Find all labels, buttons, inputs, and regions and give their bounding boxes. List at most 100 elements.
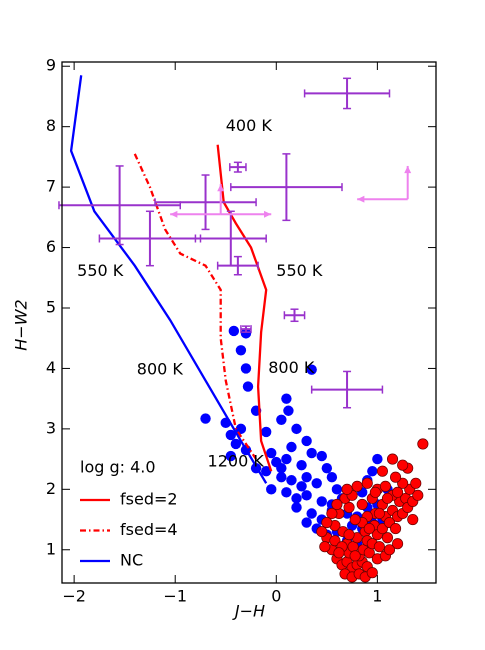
x-tick-label: −1 (163, 587, 187, 606)
x-tick-label: 0 (271, 587, 281, 606)
point (316, 450, 327, 462)
y-tick-label: 9 (46, 56, 56, 75)
point (417, 438, 429, 450)
point (363, 523, 375, 535)
point (367, 465, 378, 477)
point (242, 381, 254, 392)
point (369, 486, 381, 498)
point (373, 507, 385, 520)
y-tick-label: 4 (46, 358, 56, 377)
arrow-head (170, 210, 178, 218)
point (281, 487, 292, 498)
point (240, 328, 252, 339)
point (376, 523, 388, 535)
point (392, 538, 404, 550)
point (296, 459, 307, 471)
point (326, 472, 338, 483)
model-line (69, 75, 268, 484)
point (260, 465, 272, 477)
point (291, 423, 302, 435)
legend-label: fsed=4 (120, 520, 178, 539)
point (381, 532, 394, 544)
point (301, 472, 312, 483)
model-line (133, 153, 258, 460)
arrow-head (357, 195, 365, 203)
point (379, 480, 392, 492)
point (306, 508, 317, 519)
point (361, 477, 373, 489)
point (319, 541, 331, 553)
plot-frame (61, 61, 437, 584)
point (276, 462, 287, 474)
point (331, 498, 343, 510)
point (349, 550, 361, 562)
point (407, 513, 419, 526)
point (326, 507, 338, 520)
point (291, 502, 302, 513)
legend-label: fsed=2 (120, 490, 178, 509)
point (356, 498, 368, 510)
point (343, 501, 355, 513)
point (301, 517, 312, 528)
x-axis-label: J−H (232, 602, 265, 621)
point (301, 435, 312, 447)
annotation: 800 K (268, 358, 315, 377)
annotation: 550 K (276, 261, 323, 280)
point (351, 480, 363, 492)
arrow-head (217, 184, 225, 192)
point (343, 529, 355, 541)
y-tick-label: 1 (46, 539, 56, 558)
annotation: 1200 K (208, 452, 265, 471)
arrow-head (264, 210, 272, 218)
point (225, 429, 237, 441)
point (306, 364, 317, 375)
x-tick-label: 1 (372, 587, 382, 606)
point (301, 490, 312, 501)
y-axis-label: H−W2 (12, 299, 31, 350)
point (200, 413, 211, 424)
point (373, 541, 385, 553)
point (383, 544, 396, 556)
point (281, 453, 292, 465)
point (291, 493, 302, 504)
point (286, 441, 297, 453)
y-tick-label: 2 (46, 479, 56, 498)
point (276, 414, 287, 426)
point (331, 484, 343, 495)
point (390, 471, 402, 483)
point (341, 483, 353, 495)
legend-title: log g: 4.0 (80, 458, 156, 477)
point (333, 547, 345, 559)
point (235, 345, 247, 356)
annotation: 800 K (137, 360, 184, 379)
point (316, 496, 327, 507)
y-tick-label: 3 (46, 418, 56, 437)
point (240, 363, 252, 374)
point (412, 489, 424, 501)
point (306, 447, 317, 459)
point (296, 481, 307, 492)
point (266, 484, 277, 495)
point (283, 405, 294, 416)
point (230, 438, 242, 450)
point (235, 423, 247, 435)
point (392, 486, 404, 498)
point (366, 567, 378, 579)
point (321, 462, 333, 474)
point (321, 517, 333, 529)
point (266, 447, 277, 459)
point (276, 472, 287, 483)
point (386, 453, 399, 465)
legend-label: NC (120, 551, 143, 570)
point (281, 393, 292, 404)
point (390, 523, 402, 535)
point (381, 492, 394, 504)
point (397, 477, 409, 489)
point (286, 475, 297, 486)
point (260, 426, 272, 438)
annotation: 550 K (77, 261, 124, 280)
point (228, 325, 240, 337)
point (376, 465, 388, 477)
y-tick-label: 5 (46, 297, 56, 316)
